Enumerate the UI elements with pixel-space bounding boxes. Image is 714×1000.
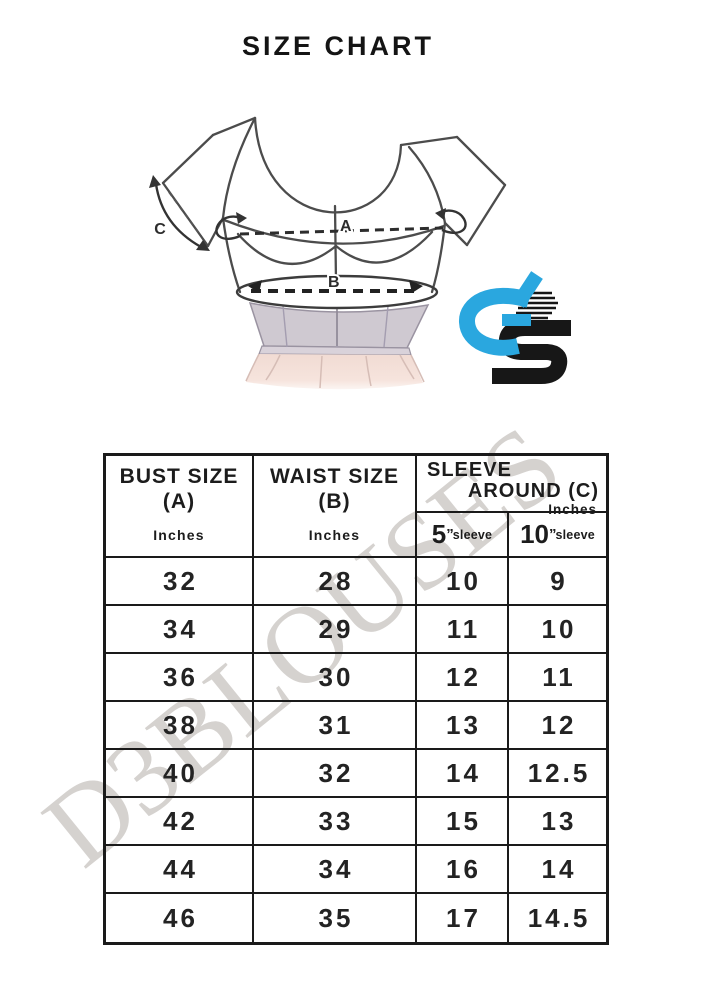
size-cell: 30	[254, 654, 417, 702]
sub5-inch-mark: ”	[446, 526, 453, 543]
header-sub-10-sleeve: 10” sleeve	[509, 513, 606, 558]
bust-measure-line	[215, 208, 467, 240]
waist-measure-line	[248, 280, 423, 293]
size-cell: 10	[417, 558, 509, 606]
header-sleeve-around: SLEEVE AROUND (C) Inches	[417, 456, 606, 517]
header-waist-unit: Inches	[308, 527, 361, 543]
size-cell: 16	[417, 846, 509, 894]
header-bust-line1: BUST SIZE	[119, 465, 239, 488]
sub10-number: 10	[520, 519, 549, 549]
size-cell: 34	[106, 606, 254, 654]
d3-logo	[459, 271, 571, 384]
sleeve-label: C	[154, 221, 166, 238]
header-waist-line2: (B)	[318, 490, 351, 513]
size-table: BUST SIZE (A) Inches WAIST SIZE (B) Inch…	[103, 453, 609, 945]
header-sleeve-line2: AROUND (C)	[467, 480, 599, 502]
header-sleeve-line1: SLEEVE	[427, 459, 512, 481]
size-cell: 12.5	[509, 750, 606, 798]
sub10-inch-mark: ”	[548, 526, 556, 543]
size-cell: 34	[254, 846, 417, 894]
header-waist-line1: WAIST SIZE	[269, 465, 399, 488]
size-cell: 46	[106, 894, 254, 942]
blouse-diagram: A B C	[149, 116, 507, 390]
size-cell: 13	[417, 702, 509, 750]
page-title: SIZE CHART	[242, 31, 434, 61]
size-cell: 11	[417, 606, 509, 654]
logo-black-s	[492, 320, 571, 384]
size-cell: 28	[254, 558, 417, 606]
waist-ellipse	[235, 274, 439, 310]
size-cell: 17	[417, 894, 509, 942]
size-cell: 11	[509, 654, 606, 702]
size-cell: 12	[417, 654, 509, 702]
size-cell: 29	[254, 606, 417, 654]
header-bust-line2: (A)	[162, 490, 196, 513]
size-cell: 32	[254, 750, 417, 798]
size-cell: 9	[509, 558, 606, 606]
bust-label: A	[340, 218, 352, 235]
skirt-shading	[245, 302, 430, 390]
logo-blue-d	[459, 271, 543, 356]
size-cell: 42	[106, 798, 254, 846]
sub5-label: sleeve	[452, 527, 493, 542]
size-cell: 32	[106, 558, 254, 606]
size-cell: 14	[509, 846, 606, 894]
size-cell: 35	[254, 894, 417, 942]
header-bust-unit: Inches	[153, 527, 205, 543]
size-cell: 13	[509, 798, 606, 846]
size-cell: 14.5	[527, 902, 591, 933]
header-sub-5-sleeve: 5” sleeve	[417, 513, 509, 558]
header-sleeve-unit: Inches	[548, 502, 597, 517]
size-cell: 33	[254, 798, 417, 846]
size-cell: 10	[509, 606, 606, 654]
sleeve-measure-arrow	[149, 175, 210, 251]
waist-label: B	[328, 274, 340, 291]
size-cell: 15	[417, 798, 509, 846]
size-cell: 44	[106, 846, 254, 894]
size-cell: 38	[106, 702, 254, 750]
size-cell: 40	[106, 750, 254, 798]
size-cell: 12	[509, 702, 606, 750]
size-cell: 31	[254, 702, 417, 750]
sub10-label: sleeve	[555, 527, 595, 542]
sub5-number: 5	[431, 519, 447, 549]
size-cell: 36	[106, 654, 254, 702]
header-waist: WAIST SIZE (B) Inches	[254, 456, 417, 558]
header-bust: BUST SIZE (A) Inches	[106, 456, 254, 558]
size-cell: 14	[417, 750, 509, 798]
